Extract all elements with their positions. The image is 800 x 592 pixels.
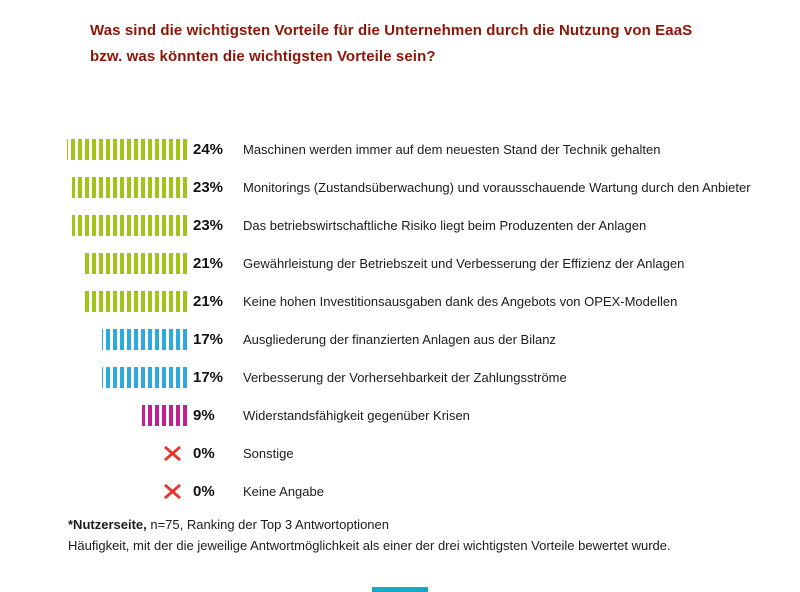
chart-row: 0% Keine Angabe [0,472,800,510]
chart-row: 9% Widerstandsfähigkeit gegenüber Krisen [0,396,800,434]
striped-bar [72,176,187,198]
striped-bar [142,404,187,426]
striped-bar [67,138,187,160]
category-label: Widerstandsfähigkeit gegenüber Krisen [243,407,470,423]
percentage-label: 17% [193,330,224,348]
category-label: Keine hohen Investitionsausgaben dank de… [243,293,678,309]
category-label: Ausgliederung der finanzierten Anlagen a… [243,331,556,347]
percentage-label: 0% [193,482,215,500]
bar-cell [65,404,187,426]
bar-cell [65,483,187,500]
percentage-label: 17% [193,368,224,386]
striped-bar [82,290,187,312]
footnote: *Nutzerseite, n=75, Ranking der Top 3 An… [68,514,671,556]
chart-row: 21% Keine hohen Investitionsausgaben dank… [0,282,800,320]
bar-cell [65,290,187,312]
striped-bar [72,214,187,236]
chart-rows: 24% Maschinen werden immer auf dem neuest… [0,130,800,510]
chart-row: 21% Gewährleistung der Betriebszeit und V… [0,244,800,282]
bottom-accent-strip [372,587,428,592]
striped-bar [82,252,187,274]
category-label: Monitorings (Zustandsüberwachung) und vo… [243,179,751,195]
chart-row: 17% Verbesserung der Vorhersehbarkeit der… [0,358,800,396]
bar-cell [65,138,187,160]
footnote-source: *Nutzerseite, [68,517,147,532]
chart-title-line1: Was sind die wichtigsten Vorteile für di… [90,22,693,39]
chart-row: 0% Sonstige [0,434,800,472]
category-label: Gewährleistung der Betriebszeit und Verb… [243,255,685,271]
chart-row: 17% Ausgliederung der finanzierten Anlage… [0,320,800,358]
bar-cell [65,176,187,198]
percentage-label: 9% [193,406,215,424]
chart-row: 23% Das betriebswirtschaftliche Risiko li… [0,206,800,244]
percentage-label: 24% [193,140,224,158]
bar-cell [65,445,187,462]
bar-cell [65,366,187,388]
chart-title: Was sind die wichtigsten Vorteile für di… [90,18,750,70]
category-label: Das betriebswirtschaftliche Risiko liegt… [243,217,647,233]
category-label: Verbesserung der Vorhersehbarkeit der Za… [243,369,567,385]
category-label: Keine Angabe [243,483,324,499]
percentage-label: 21% [193,254,224,272]
footnote-line2: Häufigkeit, mit der die jeweilige Antwor… [68,538,671,553]
bar-cell [65,328,187,350]
footnote-line1: *Nutzerseite, n=75, Ranking der Top 3 An… [68,514,671,535]
striped-bar [102,328,187,350]
bar-cell [65,252,187,274]
category-label: Sonstige [243,445,294,461]
x-icon [164,445,181,461]
bar-cell [65,214,187,236]
chart-row: 24% Maschinen werden immer auf dem neuest… [0,130,800,168]
chart-title-line2: bzw. was könnten die wichtigsten Vorteil… [90,48,436,65]
footnote-method: n=75, Ranking der Top 3 Antwortoptionen [146,517,389,532]
percentage-label: 23% [193,216,224,234]
percentage-label: 0% [193,444,215,462]
chart-row: 23% Monitorings (Zustandsüberwachung) und… [0,168,800,206]
x-icon [164,483,181,499]
category-label: Maschinen werden immer auf dem neuesten … [243,141,661,157]
percentage-label: 21% [193,292,224,310]
percentage-label: 23% [193,178,224,196]
striped-bar [102,366,187,388]
